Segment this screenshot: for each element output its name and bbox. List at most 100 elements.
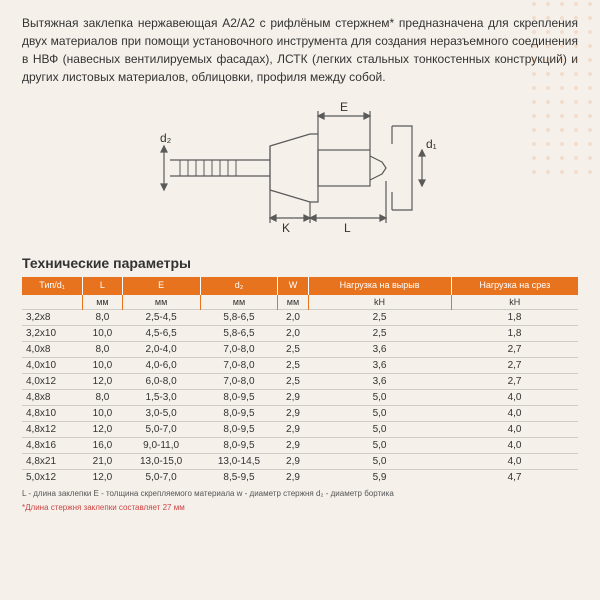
table-cell: 4,0 bbox=[451, 421, 578, 437]
table-cell: 5,0 bbox=[308, 437, 451, 453]
table-cell: 3,2x10 bbox=[22, 325, 83, 341]
table-cell: 1,8 bbox=[451, 309, 578, 325]
table-cell: 5,8-6,5 bbox=[200, 325, 278, 341]
table-cell: 2,5 bbox=[278, 357, 308, 373]
table-row: 4,8x2121,013,0-15,013,0-14,52,95,04,0 bbox=[22, 453, 578, 469]
table-cell: 2,5 bbox=[308, 325, 451, 341]
table-header-cell: Нагрузка на вырыв bbox=[308, 277, 451, 295]
table-cell: 4,8x12 bbox=[22, 421, 83, 437]
table-cell: 12,0 bbox=[83, 469, 123, 485]
table-unit-cell: мм bbox=[122, 295, 200, 310]
table-row: 5,0x1212,05,0-7,08,5-9,52,95,94,7 bbox=[22, 469, 578, 485]
table-cell: 1,8 bbox=[451, 325, 578, 341]
table-cell: 9,0-11,0 bbox=[122, 437, 200, 453]
footnote: *Длина стержня заклепки составляет 27 мм bbox=[22, 503, 578, 512]
table-cell: 8,0 bbox=[83, 309, 123, 325]
table-row: 4,0x1010,04,0-6,07,0-8,02,53,62,7 bbox=[22, 357, 578, 373]
table-cell: 2,9 bbox=[278, 421, 308, 437]
table-cell: 3,6 bbox=[308, 341, 451, 357]
table-header-cell: Тип/d₁ bbox=[22, 277, 83, 295]
table-cell: 4,0 bbox=[451, 405, 578, 421]
table-cell: 16,0 bbox=[83, 437, 123, 453]
table-unit-cell: мм bbox=[278, 295, 308, 310]
table-cell: 4,8x8 bbox=[22, 389, 83, 405]
table-row: 4,0x1212,06,0-8,07,0-8,02,53,62,7 bbox=[22, 373, 578, 389]
table-cell: 8,0 bbox=[83, 341, 123, 357]
diagram-label-l: L bbox=[344, 221, 351, 235]
table-row: 4,0x88,02,0-4,07,0-8,02,53,62,7 bbox=[22, 341, 578, 357]
table-unit-cell: мм bbox=[83, 295, 123, 310]
table-cell: 4,0 bbox=[451, 453, 578, 469]
table-cell: 4,0x12 bbox=[22, 373, 83, 389]
table-row: 3,2x88,02,5-4,55,8-6,52,02,51,8 bbox=[22, 309, 578, 325]
table-cell: 4,8x10 bbox=[22, 405, 83, 421]
diagram-label-d1: d₁ bbox=[426, 137, 437, 151]
table-cell: 2,9 bbox=[278, 405, 308, 421]
table-cell: 10,0 bbox=[83, 357, 123, 373]
table-unit-cell: kH bbox=[308, 295, 451, 310]
table-cell: 8,5-9,5 bbox=[200, 469, 278, 485]
table-row: 4,8x1616,09,0-11,08,0-9,52,95,04,0 bbox=[22, 437, 578, 453]
table-row: 3,2x1010,04,5-6,55,8-6,52,02,51,8 bbox=[22, 325, 578, 341]
table-cell: 2,9 bbox=[278, 469, 308, 485]
table-cell: 7,0-8,0 bbox=[200, 373, 278, 389]
table-cell: 12,0 bbox=[83, 373, 123, 389]
spec-table: Тип/d₁LEd₂WНагрузка на вырывНагрузка на … bbox=[22, 277, 578, 485]
table-cell: 6,0-8,0 bbox=[122, 373, 200, 389]
table-cell: 4,0 bbox=[451, 389, 578, 405]
table-cell: 2,7 bbox=[451, 373, 578, 389]
table-cell: 4,0x10 bbox=[22, 357, 83, 373]
table-legend: L - длина заклепки E - толщина скрепляем… bbox=[22, 489, 578, 499]
table-header-cell: L bbox=[83, 277, 123, 295]
product-description: Вытяжная заклепка нержавеющая A2/A2 с ри… bbox=[22, 14, 578, 86]
table-cell: 5,9 bbox=[308, 469, 451, 485]
table-cell: 10,0 bbox=[83, 405, 123, 421]
table-unit-cell: kH bbox=[451, 295, 578, 310]
table-cell: 3,0-5,0 bbox=[122, 405, 200, 421]
table-cell: 7,0-8,0 bbox=[200, 341, 278, 357]
table-cell: 5,0 bbox=[308, 421, 451, 437]
table-header-row: Тип/d₁LEd₂WНагрузка на вырывНагрузка на … bbox=[22, 277, 578, 295]
table-cell: 8,0-9,5 bbox=[200, 405, 278, 421]
table-header-cell: d₂ bbox=[200, 277, 278, 295]
table-row: 4,8x1212,05,0-7,08,0-9,52,95,04,0 bbox=[22, 421, 578, 437]
table-cell: 2,5 bbox=[278, 341, 308, 357]
table-cell: 8,0-9,5 bbox=[200, 421, 278, 437]
table-cell: 2,0 bbox=[278, 309, 308, 325]
table-header-cell: W bbox=[278, 277, 308, 295]
table-cell: 13,0-14,5 bbox=[200, 453, 278, 469]
table-cell: 8,0-9,5 bbox=[200, 389, 278, 405]
table-units-row: ммммммммkHkH bbox=[22, 295, 578, 310]
table-cell: 5,0 bbox=[308, 453, 451, 469]
technical-diagram: E L K d₁ d₂ bbox=[22, 96, 578, 241]
table-cell: 8,0-9,5 bbox=[200, 437, 278, 453]
table-cell: 5,0 bbox=[308, 389, 451, 405]
table-header-cell: E bbox=[122, 277, 200, 295]
table-cell: 4,8x16 bbox=[22, 437, 83, 453]
table-cell: 4,0-6,0 bbox=[122, 357, 200, 373]
table-cell: 2,5-4,5 bbox=[122, 309, 200, 325]
section-title: Технические параметры bbox=[22, 255, 578, 271]
table-cell: 21,0 bbox=[83, 453, 123, 469]
table-cell: 8,0 bbox=[83, 389, 123, 405]
table-cell: 2,5 bbox=[308, 309, 451, 325]
diagram-label-k: K bbox=[282, 221, 290, 235]
table-cell: 3,6 bbox=[308, 357, 451, 373]
table-cell: 2,9 bbox=[278, 437, 308, 453]
table-header-cell: Нагрузка на срез bbox=[451, 277, 578, 295]
table-row: 4,8x1010,03,0-5,08,0-9,52,95,04,0 bbox=[22, 405, 578, 421]
table-cell: 5,0-7,0 bbox=[122, 469, 200, 485]
table-cell: 13,0-15,0 bbox=[122, 453, 200, 469]
table-cell: 4,8x21 bbox=[22, 453, 83, 469]
table-unit-cell bbox=[22, 295, 83, 310]
table-unit-cell: мм bbox=[200, 295, 278, 310]
table-cell: 4,5-6,5 bbox=[122, 325, 200, 341]
table-cell: 1,5-3,0 bbox=[122, 389, 200, 405]
diagram-label-d2: d₂ bbox=[160, 131, 172, 145]
table-cell: 4,0x8 bbox=[22, 341, 83, 357]
table-cell: 2,0 bbox=[278, 325, 308, 341]
table-cell: 2,0-4,0 bbox=[122, 341, 200, 357]
table-cell: 2,9 bbox=[278, 389, 308, 405]
table-cell: 2,5 bbox=[278, 373, 308, 389]
table-cell: 3,6 bbox=[308, 373, 451, 389]
